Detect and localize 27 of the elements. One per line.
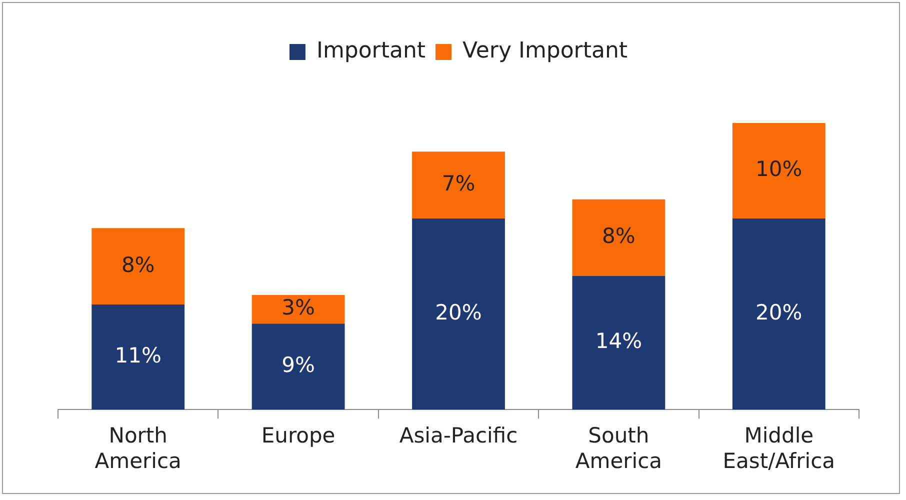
bar: [412, 152, 505, 219]
data-label: 11%: [114, 344, 162, 368]
data-label: 14%: [595, 329, 642, 354]
bar: [572, 276, 666, 410]
data-label: 9%: [282, 353, 315, 378]
bar: [252, 324, 345, 410]
x-tick-label: Asia-Pacific: [399, 424, 518, 448]
data-label: 7%: [442, 172, 476, 196]
data-label: 8%: [602, 224, 636, 248]
bar: [572, 199, 666, 276]
bar: [252, 294, 345, 324]
bar: [92, 304, 185, 410]
bar: [732, 218, 826, 410]
data-label: 10%: [756, 157, 802, 182]
x-tick-label: North America: [94, 424, 182, 473]
x-tick-label: Middle East/Africa: [722, 424, 836, 473]
data-label: 20%: [756, 300, 802, 325]
data-label: 20%: [435, 300, 482, 325]
legend-label: Very Important: [462, 38, 628, 64]
legend-label: Important: [316, 38, 426, 64]
bar: [412, 218, 505, 410]
data-label: 8%: [121, 252, 155, 277]
x-tick-label: South America: [575, 424, 662, 473]
bar: [732, 123, 826, 219]
bar: [92, 228, 185, 305]
data-label: 3%: [282, 296, 315, 320]
x-tick-label: Europe: [261, 424, 336, 448]
